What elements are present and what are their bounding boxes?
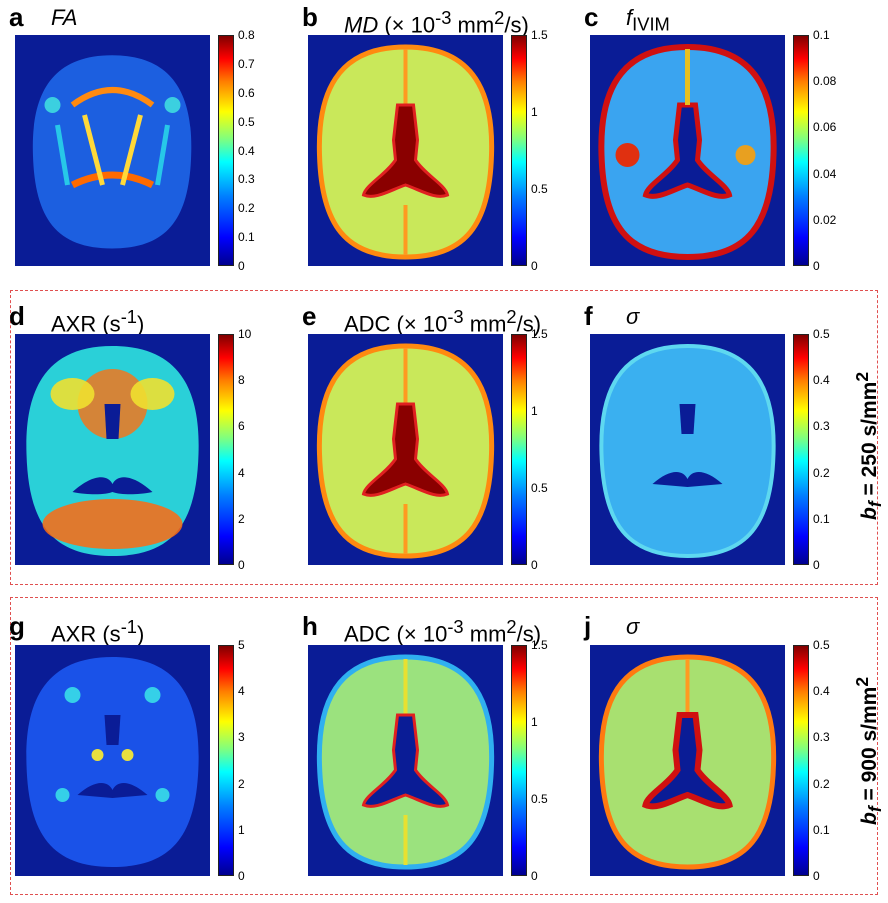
colorbar-tick: 0.5 xyxy=(813,327,830,341)
panel-title-j: σ xyxy=(626,614,640,639)
colorbar-c xyxy=(793,35,809,266)
panel-letter-j: j xyxy=(584,611,592,641)
colorbar-tick: 1 xyxy=(531,404,538,418)
colorbar-tick: 2 xyxy=(238,776,245,791)
colorbar-tick: 0.2 xyxy=(813,465,830,480)
colorbar-tick: 1 xyxy=(238,822,245,837)
colorbar-tick: 0.02 xyxy=(813,212,837,227)
colorbar-b xyxy=(511,35,527,266)
colorbar-tick: 0.3 xyxy=(238,172,255,187)
colorbar-tick: 0.1 xyxy=(238,230,255,245)
brain-map-e xyxy=(308,334,503,565)
panel-title-d: AXR (s-1) xyxy=(51,306,145,337)
row-label-1: bf = 250 s/mm2 xyxy=(852,371,886,520)
colorbar-tick: 0.2 xyxy=(813,776,830,791)
colorbar-tick: 0.4 xyxy=(238,143,255,158)
colorbar-tick: 0.5 xyxy=(531,792,548,806)
colorbar-tick: 0.5 xyxy=(238,114,255,129)
panel-letter-c: c xyxy=(584,2,599,32)
colorbar-tick: 0.04 xyxy=(813,166,837,181)
panel-letter-e: e xyxy=(302,301,317,331)
brain-map-h xyxy=(308,645,503,876)
colorbar-tick: 1 xyxy=(531,715,538,729)
colorbar-tick: 1 xyxy=(531,105,538,119)
panel-letter-g: g xyxy=(9,611,25,641)
panel-title-h: ADC (× 10-3 mm2/s) xyxy=(344,616,542,647)
panel-title-c: fIVIM xyxy=(626,5,670,35)
colorbar-tick: 8 xyxy=(238,373,245,388)
colorbar-tick: 0.4 xyxy=(813,684,830,699)
panel-title-b: MD (× 10-3 mm2/s) xyxy=(344,7,529,38)
panel-title-a: FA xyxy=(51,5,78,30)
colorbar-tick: 0.5 xyxy=(813,638,830,652)
colorbar-tick: 0.2 xyxy=(238,201,255,216)
colorbar-a xyxy=(218,35,234,266)
colorbar-tick: 0.7 xyxy=(238,56,255,71)
colorbar-tick: 2 xyxy=(238,511,245,526)
brain-map-g xyxy=(15,645,210,876)
colorbar-tick: 0 xyxy=(813,558,820,572)
colorbar-h xyxy=(511,645,527,876)
colorbar-tick: 4 xyxy=(238,465,245,480)
colorbar-f xyxy=(793,334,809,565)
colorbar-tick: 0.08 xyxy=(813,74,837,89)
colorbar-tick: 0.1 xyxy=(813,511,830,526)
brain-map-f xyxy=(590,334,785,565)
colorbar-j xyxy=(793,645,809,876)
colorbar-tick: 10 xyxy=(238,327,252,341)
colorbar-tick: 4 xyxy=(238,684,245,699)
brain-map-j xyxy=(590,645,785,876)
colorbar-tick: 0 xyxy=(813,259,820,273)
panel-title-g: AXR (s-1) xyxy=(51,616,145,647)
colorbar-e xyxy=(511,334,527,565)
colorbar-tick: 0 xyxy=(238,259,245,273)
colorbar-tick: 0 xyxy=(531,869,538,883)
colorbar-tick: 0.3 xyxy=(813,730,830,745)
panel-letter-f: f xyxy=(584,301,593,331)
colorbar-tick: 6 xyxy=(238,419,245,434)
colorbar-tick: 0 xyxy=(238,558,245,572)
colorbar-tick: 1.5 xyxy=(531,327,548,341)
brain-map-d xyxy=(15,334,210,565)
colorbar-tick: 0.06 xyxy=(813,120,837,135)
colorbar-tick: 5 xyxy=(238,638,245,652)
brain-map-a xyxy=(15,35,210,266)
colorbar-tick: 1.5 xyxy=(531,638,548,652)
colorbar-tick: 0 xyxy=(531,558,538,572)
panel-title-f: σ xyxy=(626,304,640,329)
colorbar-tick: 0.5 xyxy=(531,182,548,196)
group-box-1 xyxy=(10,290,878,585)
colorbar-tick: 0.8 xyxy=(238,28,255,42)
panel-letter-d: d xyxy=(9,301,25,331)
colorbar-tick: 0.3 xyxy=(813,419,830,434)
colorbar-tick: 0.1 xyxy=(813,822,830,837)
colorbar-tick: 0 xyxy=(531,259,538,273)
colorbar-d xyxy=(218,334,234,565)
colorbar-tick: 0.1 xyxy=(813,28,830,42)
row-label-2: bf = 900 s/mm2 xyxy=(852,676,886,825)
panel-letter-a: a xyxy=(9,2,24,32)
brain-map-c xyxy=(590,35,785,266)
panel-letter-h: h xyxy=(302,611,318,641)
colorbar-tick: 0.6 xyxy=(238,85,255,100)
brain-map-b xyxy=(308,35,503,266)
panel-letter-b: b xyxy=(302,2,318,32)
colorbar-tick: 3 xyxy=(238,730,245,745)
colorbar-tick: 0.4 xyxy=(813,373,830,388)
panel-title-e: ADC (× 10-3 mm2/s) xyxy=(344,306,542,337)
colorbar-tick: 0 xyxy=(238,869,245,883)
colorbar-g xyxy=(218,645,234,876)
colorbar-tick: 0 xyxy=(813,869,820,883)
colorbar-tick: 0.5 xyxy=(531,481,548,495)
colorbar-tick: 1.5 xyxy=(531,28,548,42)
group-box-2 xyxy=(10,597,878,895)
